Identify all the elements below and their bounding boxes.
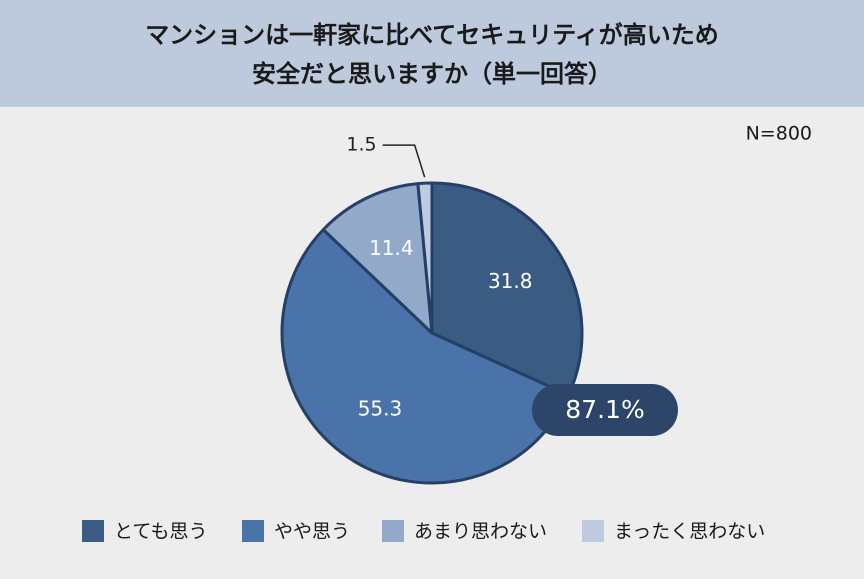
callout-label: 87.1% (565, 395, 644, 424)
legend-swatch (242, 520, 264, 542)
header (0, 0, 864, 107)
callout-box (532, 384, 678, 436)
pie-slice (416, 181, 434, 335)
leader-line (382, 144, 426, 178)
pie-slice (280, 228, 571, 485)
data-label: 11.4 (369, 236, 414, 260)
chart-title: マンションは一軒家に比べてセキュリティが高いため (145, 21, 719, 49)
pie-slice (430, 181, 584, 397)
chart-title: 安全だと思いますか（単一回答） (252, 60, 612, 88)
legend-swatch (382, 520, 404, 542)
data-label: 1.5 (346, 134, 376, 156)
pie-slice (321, 182, 434, 335)
legend-label: あまり思わない (414, 521, 547, 543)
legend-swatch (82, 520, 104, 542)
data-label: 55.3 (358, 397, 403, 421)
legend-label: とても思う (114, 521, 207, 543)
sample-size: N=800 (746, 123, 812, 145)
legend-label: やや思う (274, 521, 350, 543)
data-label: 31.8 (488, 269, 533, 293)
legend-swatch (582, 520, 604, 542)
legend-label: まったく思わない (614, 521, 765, 543)
